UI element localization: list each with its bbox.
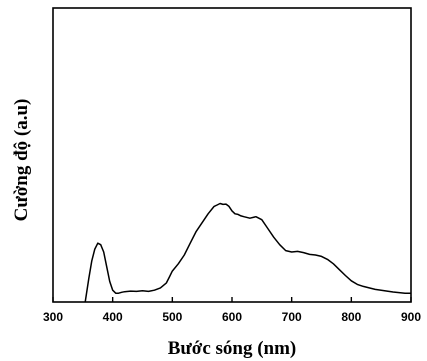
x-axis-title: Bước sóng (nm) bbox=[168, 338, 297, 359]
x-tick-label-700: 700 bbox=[282, 310, 302, 324]
x-tick-label-800: 800 bbox=[341, 310, 361, 324]
x-tick-label-900: 900 bbox=[401, 310, 421, 324]
x-tick-label-600: 600 bbox=[222, 310, 242, 324]
y-axis-title: Cường độ (a.u) bbox=[11, 99, 32, 222]
x-tick-label-500: 500 bbox=[162, 310, 182, 324]
x-ticks bbox=[52, 297, 412, 302]
x-tick-labels: 300 400 500 600 700 800 900 bbox=[43, 310, 421, 324]
x-tick-label-300: 300 bbox=[43, 310, 63, 324]
spectrum-line bbox=[84, 202, 411, 303]
plot-frame bbox=[52, 7, 412, 303]
x-tick-label-400: 400 bbox=[103, 310, 123, 324]
